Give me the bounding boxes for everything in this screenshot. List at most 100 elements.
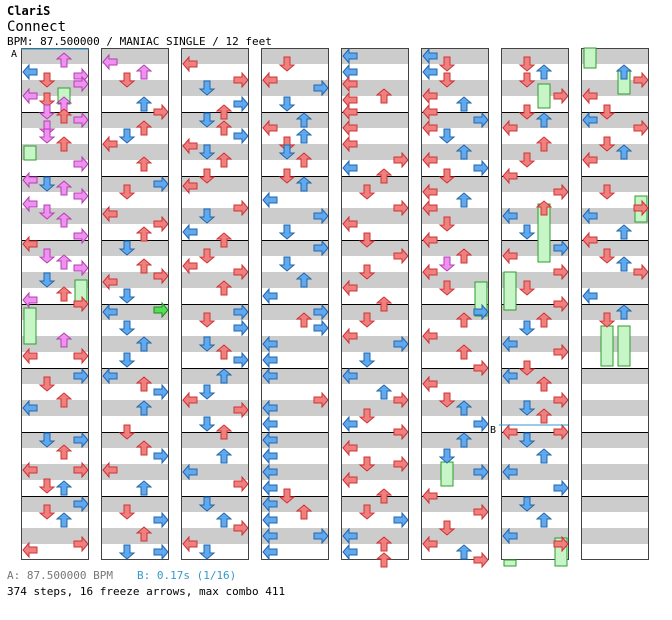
beat-stripe: [341, 432, 409, 448]
step-arrow: [536, 64, 552, 80]
step-arrow: [439, 256, 455, 272]
step-arrow: [582, 288, 598, 304]
step-arrow: [456, 544, 472, 560]
beat-stripe: [341, 144, 409, 160]
beat-stripe: [101, 240, 169, 256]
beat-stripe: [581, 528, 649, 544]
beat-stripe: [181, 496, 249, 512]
bpm-a-text: A: 87.500000 BPM: [7, 569, 113, 582]
step-arrow: [553, 480, 569, 496]
beat-stripe: [21, 208, 89, 224]
step-arrow: [216, 512, 232, 528]
beat-stripe: [261, 112, 329, 128]
step-arrow: [456, 192, 472, 208]
beat-stripe: [421, 144, 489, 160]
step-arrow: [262, 288, 278, 304]
step-arrow: [56, 286, 72, 302]
step-arrow: [119, 320, 135, 336]
beat-stripe: [421, 336, 489, 352]
beat-stripe: [581, 336, 649, 352]
beat-stripe: [261, 336, 329, 352]
beat-stripe: [261, 432, 329, 448]
beat-stripe: [181, 336, 249, 352]
freeze-arrow: [503, 559, 517, 567]
step-arrow: [199, 416, 215, 432]
step-arrow: [473, 160, 489, 176]
beat-stripe: [261, 176, 329, 192]
step-arrow: [136, 480, 152, 496]
bpm-b-text: B: 0.17s (1/16): [136, 569, 237, 582]
beat-stripe: [21, 464, 89, 480]
beat-stripe: [501, 336, 569, 352]
beat-stripe: [341, 80, 409, 96]
step-arrow: [439, 448, 455, 464]
beat-stripe: [101, 304, 169, 320]
beat-stripe: [341, 336, 409, 352]
beat-stripe: [581, 400, 649, 416]
marker-a-label: A: [11, 49, 17, 60]
beat-stripe: [21, 144, 89, 160]
beat-stripe: [501, 112, 569, 128]
beat-stripe: [21, 240, 89, 256]
beat-stripe: [581, 368, 649, 384]
step-arrow: [536, 448, 552, 464]
step-arrow: [616, 256, 632, 272]
beat-stripe: [101, 336, 169, 352]
beat-stripe: [21, 80, 89, 96]
beat-stripe: [341, 240, 409, 256]
beat-stripe: [21, 176, 89, 192]
step-arrow: [233, 352, 249, 368]
beat-stripe: [261, 368, 329, 384]
step-arrow: [279, 256, 295, 272]
freeze-arrow: [23, 145, 37, 161]
chart-column-7: [501, 48, 569, 560]
step-arrow: [153, 448, 169, 464]
beat-stripe: [101, 272, 169, 288]
step-arrow: [296, 128, 312, 144]
step-arrow: [313, 320, 329, 336]
step-arrow: [473, 416, 489, 432]
step-arrow: [342, 64, 358, 80]
beat-stripe: [421, 240, 489, 256]
beat-stripe: [21, 432, 89, 448]
step-stats: 374 steps, 16 freeze arrows, max combo 4…: [7, 585, 286, 598]
step-arrow: [119, 544, 135, 560]
step-arrow: [136, 258, 152, 274]
beat-stripe: [421, 48, 489, 64]
step-arrow: [536, 512, 552, 528]
beat-stripe: [501, 176, 569, 192]
beat-stripe: [261, 144, 329, 160]
chart-info: BPM: 87.500000 / MANIAC SINGLE / 12 feet: [7, 35, 272, 48]
step-arrow: [376, 384, 392, 400]
beat-stripe: [101, 528, 169, 544]
beat-stripe: [341, 208, 409, 224]
beat-stripe: [581, 176, 649, 192]
beat-stripe: [101, 464, 169, 480]
step-arrow: [233, 96, 249, 112]
marker-b-label: B: [490, 425, 496, 436]
chart-column-4: [261, 48, 329, 560]
step-arrow: [262, 192, 278, 208]
beat-stripe: [181, 144, 249, 160]
step-arrow: [262, 448, 278, 464]
chart-column-8: [581, 48, 649, 560]
step-arrow: [519, 224, 535, 240]
beat-stripe: [181, 176, 249, 192]
beat-stripe: [421, 80, 489, 96]
beat-stripe: [261, 80, 329, 96]
beat-stripe: [501, 528, 569, 544]
beat-stripe: [581, 496, 649, 512]
beat-stripe: [421, 304, 489, 320]
step-arrow: [439, 128, 455, 144]
step-arrow: [456, 96, 472, 112]
step-arrow: [182, 224, 198, 240]
beat-stripe: [421, 368, 489, 384]
artist-name: ClariS: [7, 4, 51, 18]
beat-stripe: [581, 112, 649, 128]
step-arrow: [56, 254, 72, 270]
beat-stripe: [261, 48, 329, 64]
step-arrow: [233, 320, 249, 336]
beat-stripe: [21, 272, 89, 288]
beat-stripe: [101, 48, 169, 64]
beat-stripe: [21, 368, 89, 384]
